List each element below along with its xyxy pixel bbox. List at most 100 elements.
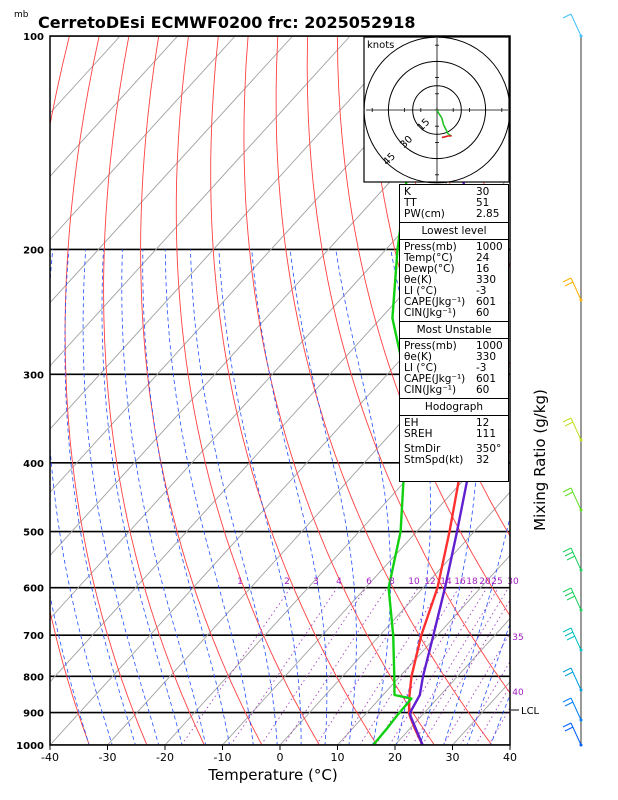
lowest-level-row: CAPE(Jkg⁻¹) 601 xyxy=(404,297,504,308)
dry-adiabat-line xyxy=(64,36,148,745)
dry-adiabat-line xyxy=(0,36,10,760)
hodograph-ring xyxy=(412,85,462,135)
mixing-ratio-line xyxy=(260,587,367,745)
moist-adiabat-line xyxy=(289,249,357,745)
pw-row: PW(cm) 2.85 xyxy=(404,209,504,220)
wind-barb-feather xyxy=(562,587,572,593)
mixing-ratio-line xyxy=(401,587,499,745)
pw-value: 2.85 xyxy=(476,208,500,220)
hodograph-segment xyxy=(436,109,440,114)
dry-adiabat-line xyxy=(50,36,90,745)
mixing-ratio-label: 10 xyxy=(408,577,420,587)
isotherm-line xyxy=(50,36,466,493)
lowest-level-value: 601 xyxy=(476,296,497,308)
pressure-tick-label: 800 xyxy=(23,672,44,683)
x-tick-label: -40 xyxy=(41,751,59,764)
most-unstable-value: 601 xyxy=(476,373,497,385)
hodograph-value: 12 xyxy=(476,417,490,429)
chart-title: CerretoDEsi ECMWF0200 frc: 2025052918 xyxy=(38,13,416,32)
lowest-level-section: Lowest level Press(mb) 1000 Temp(°C) 24 Dewp… xyxy=(400,223,508,322)
hodograph-trace xyxy=(436,109,452,139)
x-tick-label: -20 xyxy=(156,751,174,764)
k-label: K xyxy=(404,186,411,198)
hodograph-row: EH 12 xyxy=(404,418,504,429)
most-unstable-value: -3 xyxy=(476,362,487,374)
pressure-tick-label: 100 xyxy=(23,32,44,43)
pressure-axis: 1000 900 800 700 600 500 400 300 200 100 xyxy=(16,32,44,752)
mixing-ratio-label: 3 xyxy=(313,577,319,587)
most-unstable-header: Most Unstable xyxy=(400,322,508,339)
mixing-ratio-label: 6 xyxy=(366,577,372,587)
hodograph-table-section: Hodograph EH 12 SREH 111 StmDir 350° StmSpd(kt… xyxy=(400,399,508,468)
hodograph-label: EH xyxy=(404,417,419,429)
dry-adiabat-line xyxy=(606,36,618,760)
wind-barb-feather xyxy=(564,491,574,497)
most-unstable-label: θe(K) xyxy=(404,351,432,363)
isotherm-line xyxy=(50,36,121,114)
wind-barb-shaft xyxy=(570,487,582,511)
mixing-ratio-label: 14 xyxy=(440,577,452,587)
wind-barb-shaft xyxy=(570,13,582,37)
moist-adiabat-line xyxy=(251,249,328,745)
lowest-level-value: 1000 xyxy=(476,241,503,253)
hodograph-table-rows: EH 12 SREH 111 StmDir 350° StmSpd(kt) 32 xyxy=(400,416,508,468)
lowest-level-value: 16 xyxy=(476,263,490,275)
indices-summary: K 30 TT 51 PW(cm) 2.85 xyxy=(400,185,508,223)
lowest-level-row: Press(mb) 1000 xyxy=(404,242,504,253)
wind-barb-shaft xyxy=(570,697,582,721)
wind-barb-shaft xyxy=(570,417,582,441)
lowest-level-label: θe(K) xyxy=(404,274,432,286)
most-unstable-row: CIN(Jkg⁻¹) 60 xyxy=(404,385,504,396)
most-unstable-row: LI (°C) -3 xyxy=(404,363,504,374)
hodograph-label: StmSpd(kt) xyxy=(404,454,464,466)
isotherm-line xyxy=(50,175,510,683)
wind-barb-feather xyxy=(564,421,574,427)
hodograph-table-header: Hodograph xyxy=(400,399,508,416)
wind-barb-feather xyxy=(564,591,574,597)
wind-barb-feather xyxy=(562,547,572,553)
pressure-tick-label: 600 xyxy=(23,584,44,595)
x-tick-label: -10 xyxy=(214,751,232,764)
lowest-level-value: 60 xyxy=(476,307,490,319)
wind-barb-feather xyxy=(562,627,572,633)
wind-barb-feather xyxy=(562,13,572,19)
hodograph-row: SREH 111 xyxy=(404,429,504,440)
moist-adiabat-line xyxy=(164,249,254,745)
hodograph-value: 111 xyxy=(476,428,497,440)
hodograph-segment xyxy=(441,135,449,139)
mixing-ratio-label: 20 xyxy=(479,577,491,587)
moist-adiabat-line xyxy=(142,249,230,745)
wind-barb-feather xyxy=(566,595,576,601)
wind-barb-feather xyxy=(566,635,576,641)
lowest-level-label: CIN(Jkg⁻¹) xyxy=(404,307,457,319)
wind-barb-feather xyxy=(564,281,574,287)
lowest-level-value: 24 xyxy=(476,252,490,264)
lowest-level-value: -3 xyxy=(476,285,487,297)
isotherm-line xyxy=(50,36,351,367)
x-tick-label: 20 xyxy=(388,751,402,764)
pressure-tick-label: 500 xyxy=(23,528,44,539)
mixing-ratio-label: 25 xyxy=(491,577,502,587)
dry-adiabat-line xyxy=(275,36,493,745)
moist-adiabat-line xyxy=(121,249,207,745)
dry-adiabat-line xyxy=(576,36,618,760)
dry-adiabat-line xyxy=(0,36,40,760)
wind-barb-shaft xyxy=(570,547,582,571)
pw-label: PW(cm) xyxy=(404,208,445,220)
x-tick-label: 10 xyxy=(331,751,345,764)
temperature-axis: -40 -30 -20 -10 0 10 20 30 40 xyxy=(41,745,517,764)
wind-barb-feather xyxy=(562,722,572,728)
tt-label: TT xyxy=(404,197,417,209)
isotherm-line xyxy=(394,617,510,745)
pressure-tick-label: 200 xyxy=(23,245,44,256)
wind-barb-feather xyxy=(562,277,572,283)
pressure-tick-label: 400 xyxy=(23,459,44,470)
wind-barb-feather xyxy=(564,671,574,677)
most-unstable-value: 330 xyxy=(476,351,497,363)
most-unstable-value: 60 xyxy=(476,384,490,396)
most-unstable-section: Most Unstable Press(mb) 1000 θe(K) 330 LI (°… xyxy=(400,322,508,399)
hodograph-ring xyxy=(363,36,511,184)
